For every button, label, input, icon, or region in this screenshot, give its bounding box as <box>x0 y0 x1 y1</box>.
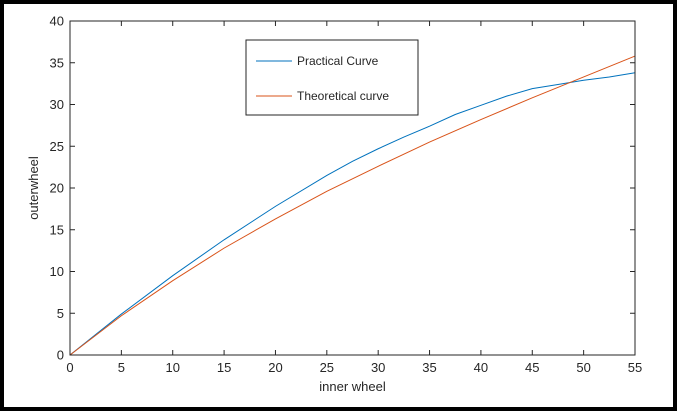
legend: Practical Curve Theoretical curve <box>245 39 419 116</box>
x-tick-label: 0 <box>66 360 73 375</box>
x-tick-label: 5 <box>118 360 125 375</box>
legend-box <box>245 39 419 116</box>
x-tick-label: 40 <box>474 360 488 375</box>
y-axis-label: outerwheel <box>26 156 41 220</box>
y-tick-label: 40 <box>50 14 64 29</box>
y-tick-label: 25 <box>50 139 64 154</box>
series-layer <box>69 55 636 356</box>
series-line-theoretical <box>69 55 636 356</box>
x-tick-label: 15 <box>217 360 231 375</box>
x-tick-label: 35 <box>422 360 436 375</box>
axes-layer: 0 5 10 15 20 25 30 35 40 45 50 55 0 5 10 15 20 25 30 35 40 <box>50 14 643 376</box>
y-tick-label: 15 <box>50 222 64 237</box>
x-tick-label: 30 <box>371 360 385 375</box>
x-tick-label: 10 <box>165 360 179 375</box>
x-tick-label: 50 <box>576 360 590 375</box>
x-tick-label: 25 <box>320 360 334 375</box>
x-tick-label: 45 <box>525 360 539 375</box>
y-tick-label: 10 <box>50 264 64 279</box>
y-tick-label: 30 <box>50 97 64 112</box>
series-line-practical <box>69 72 636 356</box>
x-axis-label: inner wheel <box>319 379 386 394</box>
y-tick-label: 35 <box>50 55 64 70</box>
x-tick-label: 20 <box>268 360 282 375</box>
legend-label-theoretical: Theoretical curve <box>297 89 389 103</box>
y-tick-label: 20 <box>50 181 64 196</box>
y-tick-label: 5 <box>57 306 64 321</box>
legend-label-practical: Practical Curve <box>297 54 379 68</box>
y-tick-label: 0 <box>57 348 64 363</box>
x-tick-label: 55 <box>628 360 642 375</box>
